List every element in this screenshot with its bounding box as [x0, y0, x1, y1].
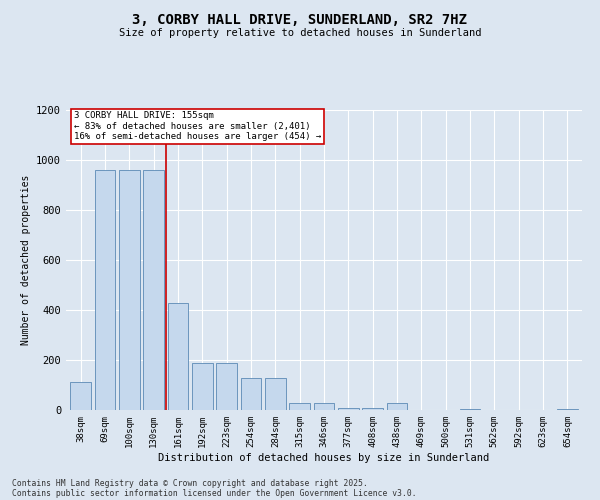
- Text: Size of property relative to detached houses in Sunderland: Size of property relative to detached ho…: [119, 28, 481, 38]
- Text: 3, CORBY HALL DRIVE, SUNDERLAND, SR2 7HZ: 3, CORBY HALL DRIVE, SUNDERLAND, SR2 7HZ: [133, 12, 467, 26]
- Bar: [338, 408, 359, 410]
- Text: 3 CORBY HALL DRIVE: 155sqm
← 83% of detached houses are smaller (2,401)
16% of s: 3 CORBY HALL DRIVE: 155sqm ← 83% of deta…: [74, 112, 321, 142]
- Bar: [265, 378, 286, 410]
- Y-axis label: Number of detached properties: Number of detached properties: [20, 175, 31, 345]
- Bar: [460, 409, 481, 410]
- Bar: [362, 408, 383, 410]
- Bar: [167, 302, 188, 410]
- Bar: [70, 382, 91, 410]
- Text: Contains HM Land Registry data © Crown copyright and database right 2025.: Contains HM Land Registry data © Crown c…: [12, 478, 368, 488]
- Text: Contains public sector information licensed under the Open Government Licence v3: Contains public sector information licen…: [12, 488, 416, 498]
- Bar: [192, 362, 212, 410]
- Bar: [95, 170, 115, 410]
- X-axis label: Distribution of detached houses by size in Sunderland: Distribution of detached houses by size …: [158, 452, 490, 462]
- Bar: [119, 170, 140, 410]
- Bar: [241, 378, 262, 410]
- Bar: [143, 170, 164, 410]
- Bar: [557, 409, 578, 410]
- Bar: [289, 402, 310, 410]
- Bar: [386, 402, 407, 410]
- Bar: [216, 362, 237, 410]
- Bar: [314, 402, 334, 410]
